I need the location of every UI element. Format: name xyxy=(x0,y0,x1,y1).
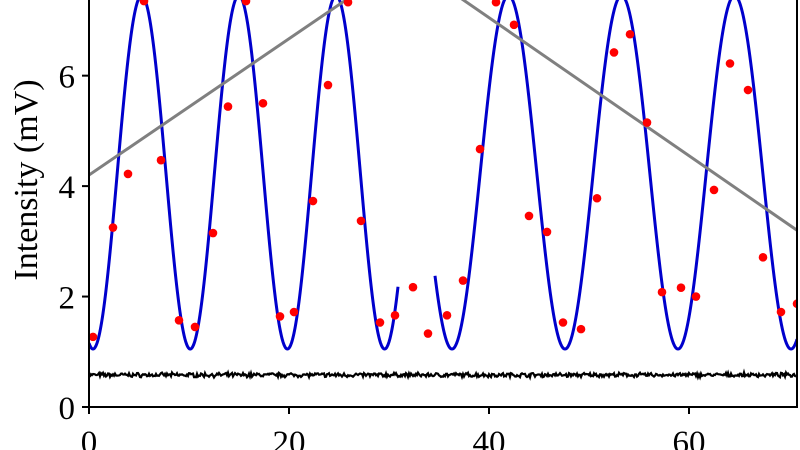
data-point xyxy=(625,29,635,39)
data-point xyxy=(524,211,534,221)
y-tick-label: 2 xyxy=(59,281,76,317)
data-point xyxy=(576,324,586,334)
data-point xyxy=(743,85,753,95)
data-point xyxy=(190,322,200,332)
data-point xyxy=(139,0,149,6)
plot-area xyxy=(89,0,798,381)
data-point xyxy=(289,307,299,317)
data-point xyxy=(323,80,333,90)
data-point xyxy=(308,196,318,206)
data-point xyxy=(458,276,468,285)
data-point xyxy=(390,311,400,320)
x-tick-label: 60 xyxy=(673,425,706,450)
y-axis-label: Intensity (mV) xyxy=(8,79,45,280)
data-point xyxy=(258,98,268,108)
trend-line xyxy=(89,0,798,232)
data-point xyxy=(223,102,233,111)
data-point xyxy=(89,332,98,342)
data-point xyxy=(642,118,652,127)
data-point xyxy=(657,287,667,297)
data-point xyxy=(108,223,118,232)
x-tick-label: 40 xyxy=(473,425,506,450)
data-point xyxy=(208,228,218,238)
data-point xyxy=(123,169,133,179)
data-point xyxy=(156,155,166,165)
x-tick-label: 0 xyxy=(81,425,98,450)
data-point xyxy=(725,59,735,68)
data-point xyxy=(241,0,251,6)
data-point xyxy=(343,0,353,7)
data-point xyxy=(691,292,701,301)
data-point xyxy=(758,253,768,262)
data-point xyxy=(676,283,686,293)
data-point xyxy=(174,315,184,325)
data-point xyxy=(776,307,786,317)
data-point xyxy=(423,329,433,338)
data-point xyxy=(408,282,418,292)
fit-curve-segment-1 xyxy=(89,0,400,351)
data-point xyxy=(542,227,552,237)
data-point xyxy=(356,216,366,226)
data-point xyxy=(475,144,485,154)
data-point xyxy=(709,185,719,195)
data-point xyxy=(558,318,568,327)
data-point xyxy=(509,20,519,30)
data-point xyxy=(592,193,602,203)
y-tick-label: 0 xyxy=(59,391,76,427)
data-point xyxy=(375,318,385,327)
y-tick-label: 6 xyxy=(59,60,76,96)
data-point xyxy=(442,311,452,320)
baseline-noise-line xyxy=(89,368,797,381)
data-point xyxy=(491,0,501,7)
data-point xyxy=(275,312,285,321)
data-point xyxy=(609,48,619,57)
fit-curve-segment-2 xyxy=(433,0,798,351)
x-tick-label: 20 xyxy=(273,425,306,450)
y-tick-label: 4 xyxy=(59,170,76,206)
